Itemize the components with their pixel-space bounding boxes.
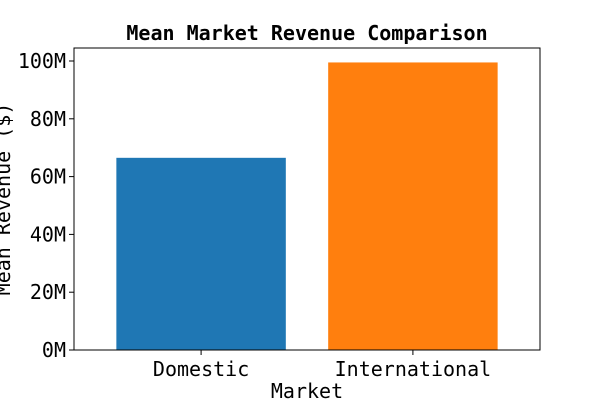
bar-international [328,62,498,350]
x-tick-label: International [335,357,492,381]
bar-domestic [116,157,286,350]
y-tick-label: 40M [30,222,66,246]
plot-frame [73,47,541,351]
x-axis-ticks: Domestic International [153,350,491,381]
y-tick-label: 80M [30,107,66,131]
y-axis-label: Mean Revenue ($) [0,103,15,296]
y-tick-label: 60M [30,165,66,189]
x-tick-label: Domestic [153,357,249,381]
y-tick-label: 20M [30,280,66,304]
x-axis-label: Market [271,379,343,400]
chart-title: Mean Market Revenue Comparison [126,21,487,45]
y-tick-label: 0M [42,338,66,362]
bars-group [116,62,498,350]
y-tick-label: 100M [18,49,66,73]
y-axis-ticks: 0M 20M 40M 60M 80M 100M [18,49,74,362]
